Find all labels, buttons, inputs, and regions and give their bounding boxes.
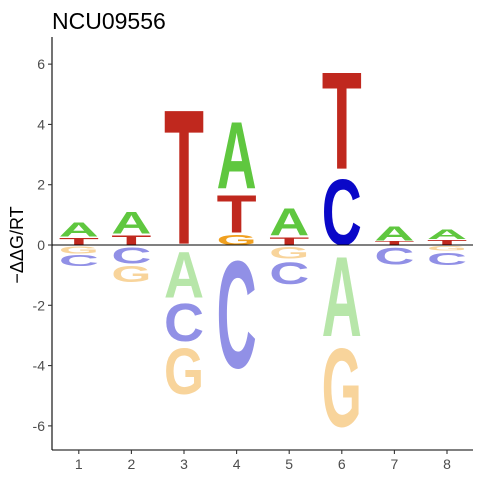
letter-pos3-down-A: A bbox=[164, 238, 204, 311]
letter-pos2-up-A: A bbox=[111, 204, 151, 240]
letter-pos1-up-A: A bbox=[59, 218, 99, 241]
x-tick-label: 7 bbox=[391, 456, 399, 472]
y-tick-label: -2 bbox=[33, 297, 46, 313]
x-tick-label: 8 bbox=[443, 456, 451, 472]
letter-pos5-up-T: T bbox=[269, 235, 309, 248]
letter-pos3-down-C: C bbox=[164, 292, 204, 353]
letter-pos1-down-G: G bbox=[59, 244, 99, 256]
letter-pos5-down-G: G bbox=[269, 244, 309, 263]
y-tick-label: -6 bbox=[33, 418, 46, 434]
letter-pos7-down-C: C bbox=[374, 243, 414, 270]
y-tick-label: 6 bbox=[37, 56, 45, 72]
letter-pos4-down-C: C bbox=[217, 231, 257, 401]
letter-pos7-up-T: T bbox=[374, 240, 414, 246]
letter-pos4-up-T: T bbox=[217, 184, 257, 244]
letter-pos2-down-G: G bbox=[111, 262, 151, 288]
y-tick-label: 0 bbox=[37, 237, 45, 253]
letter-pos6-up-T: T bbox=[322, 45, 362, 200]
x-tick-label: 6 bbox=[338, 456, 346, 472]
letter-pos8-down-G: G bbox=[427, 244, 467, 252]
x-tick-label: 3 bbox=[180, 456, 188, 472]
letter-pos8-down-C: C bbox=[427, 249, 467, 269]
letter-pos5-down-C: C bbox=[269, 255, 309, 291]
chart-title: NCU09556 bbox=[52, 8, 166, 34]
x-tick-label: 2 bbox=[128, 456, 136, 472]
letter-pos7-up-A: A bbox=[374, 222, 414, 245]
letter-pos2-up-T: T bbox=[111, 232, 151, 248]
letter-pos3-up-T: T bbox=[164, 71, 204, 285]
letter-pos1-up-T: T bbox=[59, 236, 99, 248]
letter-pos6-up-C: C bbox=[322, 160, 362, 265]
y-tick-label: -4 bbox=[33, 358, 46, 374]
y-axis-label: −ΔΔG/RT bbox=[7, 206, 27, 283]
letter-pos5-up-A: A bbox=[269, 201, 309, 244]
letter-pos1-down-C: C bbox=[59, 252, 99, 270]
letter-pos4-up-A: A bbox=[217, 102, 257, 210]
letter-pos8-up-A: A bbox=[427, 226, 467, 242]
letter-pos6-down-G: G bbox=[322, 326, 362, 451]
letter-pos8-up-T: T bbox=[427, 238, 467, 246]
y-tick-label: 4 bbox=[37, 116, 45, 132]
letter-pos4-up-G: G bbox=[217, 232, 257, 249]
x-tick-label: 5 bbox=[285, 456, 293, 472]
letter-pos6-down-A: A bbox=[322, 233, 362, 360]
letter-pos3-down-G: G bbox=[164, 336, 204, 408]
x-tick-label: 1 bbox=[75, 456, 83, 472]
letter-pos2-down-C: C bbox=[111, 243, 151, 269]
y-tick-label: 2 bbox=[37, 177, 45, 193]
x-tick-label: 4 bbox=[233, 456, 241, 472]
